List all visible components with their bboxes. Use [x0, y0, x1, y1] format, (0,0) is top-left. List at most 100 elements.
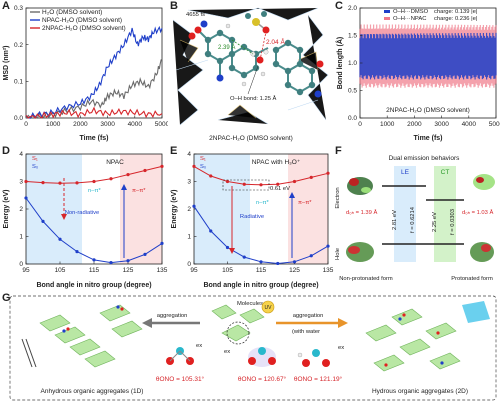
ex-center: ex: [224, 349, 230, 355]
data-point: [58, 237, 62, 241]
dual-emission-diagram: Dual emission behaviors LE CT 2.81 eV f …: [335, 155, 495, 282]
x-tick-label: 5000: [489, 121, 500, 128]
molecules-label: Molecules: [237, 301, 263, 307]
data-point: [160, 164, 164, 168]
data-point: [292, 260, 297, 264]
data-point: [209, 229, 213, 233]
panel-label-d: D: [2, 145, 10, 157]
dual-emission-title: Dual emission behaviors: [389, 155, 461, 162]
y-tick-label: 0.0: [348, 115, 357, 122]
n-pi-label: n–π*: [256, 200, 269, 206]
data-point: [259, 183, 263, 187]
y-tick-label: 1.0: [348, 60, 357, 67]
data-point: [92, 258, 96, 262]
data-point: [292, 179, 297, 184]
data-point: [259, 260, 263, 264]
panel-label-a: A: [2, 0, 10, 12]
panel-label-c: C: [335, 0, 343, 12]
y-tick-label: 0: [19, 261, 23, 268]
data-point: [41, 181, 45, 185]
npac-molecule: [188, 20, 269, 87]
ct-osc: f = 0.0303: [450, 209, 456, 235]
data-point: [276, 182, 280, 186]
distance-2: 2.04 Å: [266, 37, 285, 46]
snapshot-time: 4655 fs: [186, 12, 205, 18]
doh-left: d₀ₕ = 1.39 Å: [346, 209, 377, 216]
distance-1: 2.39 Å: [218, 44, 235, 51]
theta-left: θONO = 105.31°: [156, 375, 205, 383]
svg-text:UV: UV: [265, 305, 273, 311]
x-tick-label: 105: [55, 267, 66, 274]
bond-length-chart: 0 1000 2000 3000 4000 5000 0.0 0.5 1.0 1.5 2.0 O–H…: [335, 5, 500, 142]
anhydrous-aggregate: [39, 304, 143, 368]
y-tick-label: 4: [19, 151, 23, 158]
data-point: [209, 174, 213, 178]
x-tick-label: 1000: [380, 121, 395, 128]
y-tick-label: 1.5: [348, 33, 357, 40]
series-line-0: [25, 58, 163, 119]
y-axis-label: MSD (nm²): [3, 46, 10, 81]
y-axis-label: Energy (eV): [3, 190, 10, 229]
y-tick-label: 0.2: [14, 42, 23, 49]
solvent-wireframe: [172, 7, 329, 126]
data-point: [225, 245, 230, 250]
data-point: [276, 261, 280, 266]
chart-e-title: NPAC with H₃O⁺: [252, 159, 301, 166]
chart-c-annotation: 2NPAC-H₂O (DMSO solvent): [386, 107, 470, 114]
crystal-plate-icon: [462, 301, 490, 323]
nitro-inset-center: [248, 347, 276, 365]
ct-column: [434, 166, 456, 262]
n-pi-label: n–π*: [88, 188, 101, 194]
data-point: [143, 252, 147, 256]
data-point: [41, 219, 45, 223]
aggregation-right-sub: (with water: [292, 329, 320, 335]
legend-s1: S₁: [200, 156, 206, 162]
nitro-inset-right: [297, 349, 330, 367]
radiative-label: Radiative: [240, 214, 264, 220]
x-tick-label: 2000: [407, 121, 422, 128]
x-tick-label: 0: [358, 121, 362, 128]
y-tick-label: 2: [19, 206, 23, 213]
electron-label: Electron: [335, 187, 341, 208]
plot-frame: [25, 7, 163, 119]
data-point: [126, 173, 130, 177]
doh-right: d₀ₕ = 1.03 Å: [462, 209, 493, 216]
pi-pi-label: π–π*: [132, 188, 146, 194]
x-tick-label: 135: [157, 267, 168, 274]
second-molecule: [272, 39, 324, 98]
energy-chart-h3o: 95 105 115 125 135 0 1 2 3 4 S₁ S₀ NPAC with H₃O⁺…: [171, 151, 334, 289]
y-tick-label: 0.5: [348, 88, 357, 95]
x-tick-label: 4000: [462, 121, 477, 128]
x-axis-label: Time (fs): [413, 135, 442, 142]
aggregation-left-label: aggregation: [157, 313, 188, 319]
y-tick-label: 0.1: [14, 79, 23, 86]
orbital-electron-right: [473, 174, 495, 190]
data-point: [75, 181, 79, 185]
x-tick-label: 2000: [73, 121, 88, 128]
data-point: [326, 244, 330, 248]
legend-swatch-npac: [384, 17, 390, 20]
panel-label-g: G: [2, 292, 11, 304]
data-point: [92, 179, 96, 184]
y-tick-label: 0.3: [14, 5, 23, 12]
orbital-hole-right: [470, 242, 494, 262]
aggregation-right-label: aggregation: [293, 313, 324, 319]
panel-label-b: B: [170, 0, 178, 12]
energy-gap-box: [222, 179, 270, 191]
center-molecules: [211, 304, 265, 342]
anhydrous-caption: Anhydrous organic aggregates (1D): [41, 388, 144, 395]
charge-npac: charge: 0.236 |e|: [434, 16, 477, 22]
y-tick-label: 3: [19, 179, 23, 186]
energy-chart-npac: 95 105 115 125 135 0 1 2 3 4 S₁ S₀ NPAC Non-radia…: [3, 151, 168, 289]
nonradiative-label: Non-radiative: [65, 210, 99, 216]
n-pi-region: [26, 154, 82, 264]
ex-right: ex: [338, 345, 344, 351]
le-label: LE: [401, 169, 410, 176]
x-axis-label: Time (fs): [79, 135, 108, 142]
molecule-snapshot: 4655 fs 2.39 Å 2.04 Å O–H bond: 1.25 Å 2…: [172, 7, 329, 142]
y-tick-label: 1: [19, 234, 23, 241]
data-point: [192, 164, 196, 168]
theta-right: θONO = 121.19°: [294, 375, 343, 383]
y-tick-label: 3: [187, 179, 191, 186]
data-point: [225, 179, 230, 184]
